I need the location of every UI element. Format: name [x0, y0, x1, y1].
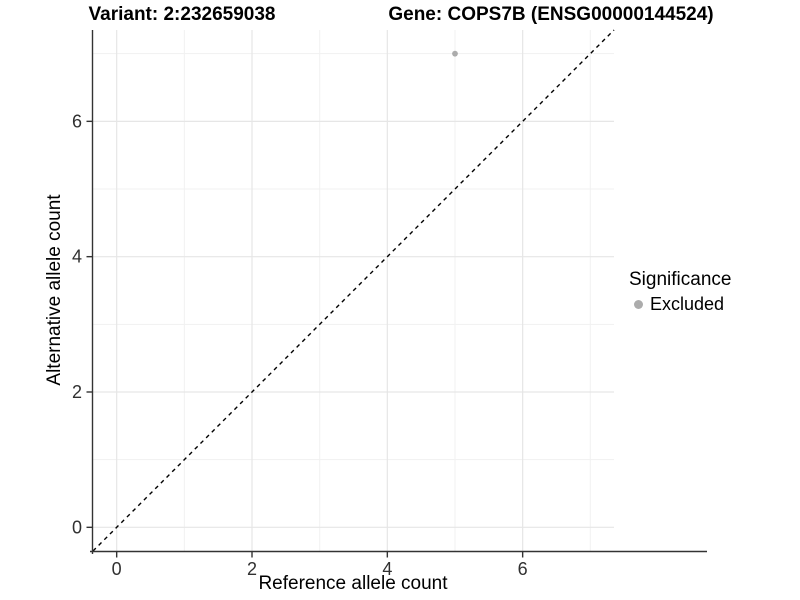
- plot-title-variant: Variant: 2:232659038: [88, 4, 276, 25]
- x-axis-title: Reference allele count: [258, 573, 448, 594]
- y-tick-label: 6: [72, 111, 82, 131]
- y-tick-label: 2: [72, 382, 82, 402]
- legend-item-label: Excluded: [650, 293, 725, 314]
- x-tick-label: 4: [382, 559, 392, 579]
- legend-title: Significance: [629, 269, 732, 290]
- y-tick-label: 0: [72, 517, 82, 537]
- x-tick-label: 6: [518, 559, 528, 579]
- x-tick-label: 0: [112, 559, 122, 579]
- y-axis-title: Alternative allele count: [44, 194, 65, 386]
- data-point-excluded: [452, 50, 458, 57]
- excluded-point-icon: [634, 299, 643, 309]
- x-tick-label: 2: [247, 559, 257, 579]
- diagonal-reference-line: [92, 29, 615, 552]
- legend-item-excluded: Excluded: [629, 294, 731, 315]
- plot-title-gene: Gene: COPS7B (ENSG00000144524): [388, 4, 714, 25]
- legend: Significance Excluded: [629, 269, 731, 315]
- y-tick-label: 4: [72, 247, 82, 267]
